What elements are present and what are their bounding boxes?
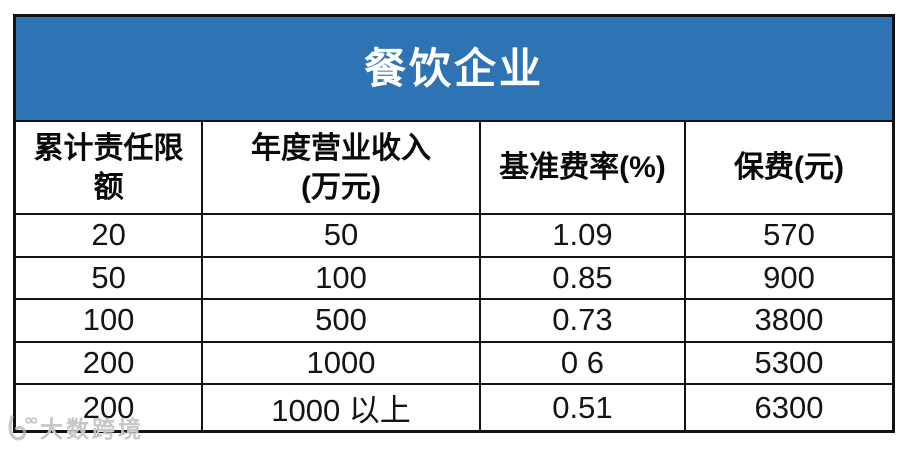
table-row: 200 1000 以上 0.51 6300 [16,385,892,430]
column-header-premium: 保费(元) [733,151,844,184]
cell-premium: 3800 [754,302,824,338]
cell-annual-revenue: 100 [203,257,481,298]
cell-base-rate: 0.73 [481,300,686,341]
cell-annual-revenue: 50 [203,215,481,256]
column-header-annual-revenue: 年度营业收入 (万元) [203,122,481,213]
cell-premium: 5300 [754,344,824,380]
table-row: 200 1000 0 6 5300 [16,342,892,385]
column-header-base-rate: 基准费率(%) [481,122,686,213]
table-body: 20 50 1.09 570 50 100 0.85 900 100 500 0… [16,215,892,430]
cell-base-rate: 1.09 [481,215,686,256]
table-header-row: 累计责任限 额 年度营业收入 (万元) 基准费率(%) 保费(元) [16,122,892,215]
cell-premium: 570 [763,217,815,253]
cell-liability-limit: 200 [16,385,204,430]
table-title: 餐饮企业 [363,44,544,92]
cell-liability-limit: 20 [16,215,204,256]
table-title-bar: 餐饮企业 [16,17,892,122]
table-row: 100 500 0.73 3800 [16,300,892,343]
cell-liability-limit: 200 [16,342,204,383]
table-row: 20 50 1.09 570 [16,215,892,258]
cell-annual-revenue: 1000 以上 [203,385,481,430]
cell-premium: 900 [763,259,815,295]
cell-base-rate: 0.85 [481,257,686,298]
cell-premium: 6300 [754,389,824,425]
cell-base-rate: 0 6 [481,342,686,383]
cell-annual-revenue: 500 [203,300,481,341]
table-row: 50 100 0.85 900 [16,257,892,300]
cell-liability-limit: 100 [16,300,204,341]
cell-liability-limit: 50 [16,257,204,298]
rate-table: 餐饮企业 累计责任限 额 年度营业收入 (万元) 基准费率(%) 保费(元) 2… [13,14,895,433]
cell-base-rate: 0.51 [481,385,686,430]
column-header-liability-limit: 累计责任限 额 [16,122,204,213]
cell-annual-revenue: 1000 [203,342,481,383]
